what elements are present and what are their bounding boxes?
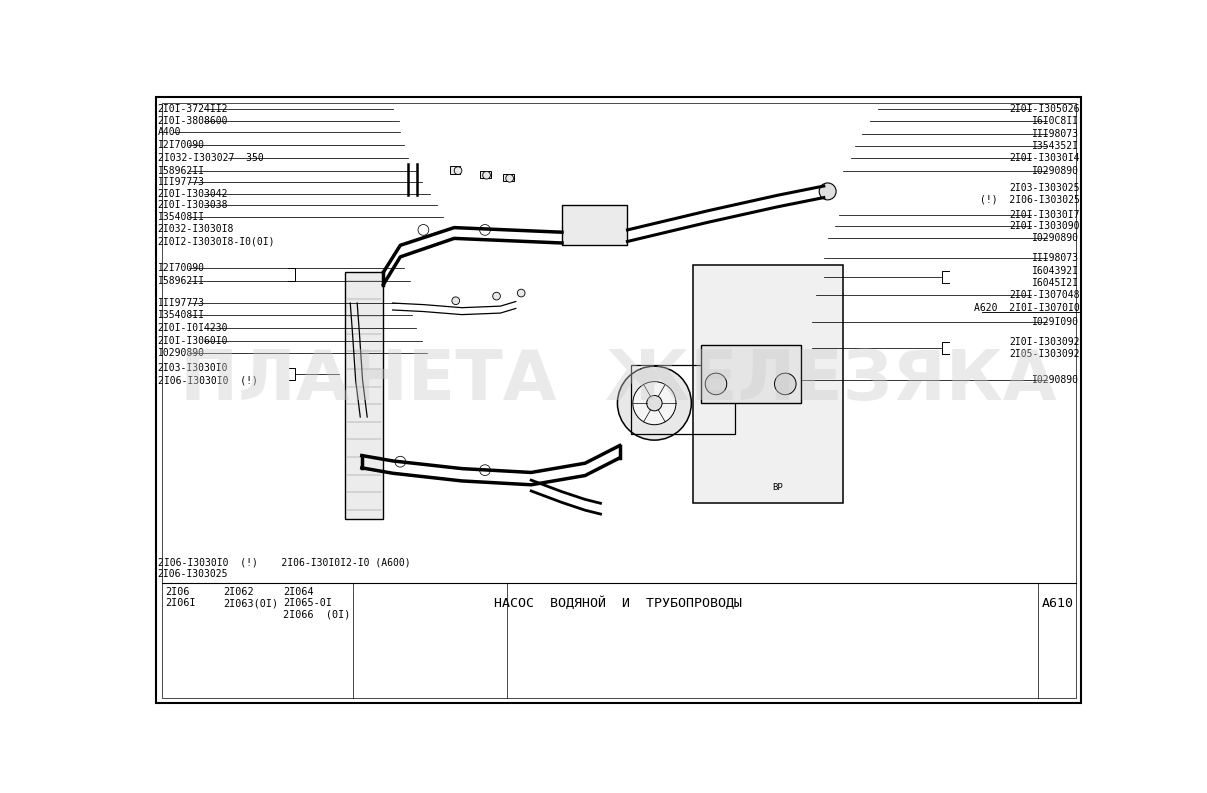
- Text: I0290890: I0290890: [158, 348, 205, 358]
- Bar: [700, 346, 800, 403]
- Text: I0290890: I0290890: [1032, 375, 1079, 385]
- Text: А610: А610: [1042, 597, 1074, 610]
- Circle shape: [820, 183, 836, 200]
- Circle shape: [647, 396, 663, 411]
- Text: 2I0I-I303092: 2I0I-I303092: [1009, 336, 1079, 347]
- Text: I354352I: I354352I: [1032, 141, 1079, 151]
- Circle shape: [518, 289, 525, 297]
- Text: ПЛАНЕТА  ЖЕЛЕЗЯКА: ПЛАНЕТА ЖЕЛЕЗЯКА: [180, 347, 1056, 414]
- Text: 2I0I-I3030I7: 2I0I-I3030I7: [1009, 209, 1079, 220]
- Text: 2I032-I303027  350: 2I032-I303027 350: [158, 153, 263, 163]
- Text: III98073: III98073: [1032, 128, 1079, 139]
- Text: 2I06: 2I06: [165, 587, 189, 597]
- Circle shape: [483, 171, 490, 179]
- Text: ВР: ВР: [772, 484, 783, 492]
- Text: III98073: III98073: [1032, 254, 1079, 263]
- Circle shape: [632, 381, 676, 425]
- Text: 2I0I-I3030I4: 2I0I-I3030I4: [1009, 153, 1079, 163]
- Text: I58962II: I58962II: [158, 276, 205, 285]
- Text: 2I06-I3030I0  (!): 2I06-I3030I0 (!): [158, 375, 257, 385]
- Bar: [503, 174, 514, 182]
- Bar: [345, 272, 384, 519]
- Text: 2I05-I303092: 2I05-I303092: [1009, 349, 1079, 359]
- Bar: [480, 170, 491, 178]
- Text: (!)  2I06-I303025: (!) 2I06-I303025: [980, 195, 1079, 205]
- Text: I604392I: I604392I: [1032, 266, 1079, 276]
- Text: III97773: III97773: [158, 177, 205, 187]
- Text: I0290890: I0290890: [1032, 166, 1079, 175]
- Circle shape: [454, 167, 462, 174]
- Circle shape: [492, 293, 501, 300]
- Text: 2I0I-3724II2: 2I0I-3724II2: [158, 104, 228, 114]
- Text: 2I0I-I303042: 2I0I-I303042: [158, 189, 228, 199]
- Text: I6045I2I: I6045I2I: [1032, 278, 1079, 288]
- Circle shape: [451, 297, 460, 305]
- Text: 2I06I: 2I06I: [165, 599, 196, 608]
- Text: НАСОС  ВОДЯНОЙ  И  ТРУБОПРОВОДЫ: НАСОС ВОДЯНОЙ И ТРУБОПРОВОДЫ: [494, 596, 742, 610]
- Text: 2I066  (0I): 2I066 (0I): [284, 610, 350, 620]
- Bar: [562, 205, 628, 245]
- Text: I0290890: I0290890: [1032, 233, 1079, 243]
- Bar: [631, 365, 735, 434]
- Text: 2I0I-I0I4230: 2I0I-I0I4230: [158, 324, 228, 334]
- Text: 2I064: 2I064: [284, 587, 314, 597]
- Text: 2I032-I3030I8: 2I032-I3030I8: [158, 224, 234, 234]
- Text: 2I0I-I307048: 2I0I-I307048: [1009, 290, 1079, 301]
- Text: 2I0I2-I3030I8-I0(0I): 2I0I2-I3030I8-I0(0I): [158, 236, 275, 247]
- Text: 2I03-I303025: 2I03-I303025: [1009, 182, 1079, 193]
- Text: 2I065-0I: 2I065-0I: [284, 599, 332, 608]
- Text: 2I0I-I303090: 2I0I-I303090: [1009, 221, 1079, 231]
- Bar: [449, 166, 460, 174]
- Bar: [693, 265, 842, 504]
- Text: 2I0I-I305026: 2I0I-I305026: [1009, 104, 1079, 114]
- Text: I35408II: I35408II: [158, 212, 205, 222]
- Text: 2I06-I303025: 2I06-I303025: [158, 569, 228, 579]
- Text: 2I06-I3030I0  (!)    2I06-I30I0I2-I0 (А600): 2I06-I3030I0 (!) 2I06-I30I0I2-I0 (А600): [158, 557, 410, 568]
- Circle shape: [775, 374, 797, 395]
- Text: I2I70090: I2I70090: [158, 263, 205, 274]
- Text: I6I0C8II: I6I0C8II: [1032, 117, 1079, 126]
- Text: А620  2I0I-I3070I0: А620 2I0I-I3070I0: [974, 304, 1079, 313]
- Text: 2I0I-I3060I0: 2I0I-I3060I0: [158, 335, 228, 346]
- Text: I58962II: I58962II: [158, 166, 205, 175]
- Text: А400: А400: [158, 127, 181, 137]
- Text: I029I090: I029I090: [1032, 316, 1079, 327]
- Text: 2I063(0I): 2I063(0I): [223, 599, 279, 608]
- Circle shape: [506, 174, 513, 182]
- Text: 2I0I-3808600: 2I0I-3808600: [158, 116, 228, 125]
- Circle shape: [618, 366, 692, 440]
- Text: 2I062: 2I062: [223, 587, 253, 597]
- Text: I2I70090: I2I70090: [158, 140, 205, 150]
- Text: III97773: III97773: [158, 298, 205, 308]
- Text: I35408II: I35408II: [158, 310, 205, 320]
- Text: 2I0I-I303038: 2I0I-I303038: [158, 201, 228, 210]
- Text: 2I03-I3030I0: 2I03-I3030I0: [158, 362, 228, 373]
- Circle shape: [705, 374, 727, 395]
